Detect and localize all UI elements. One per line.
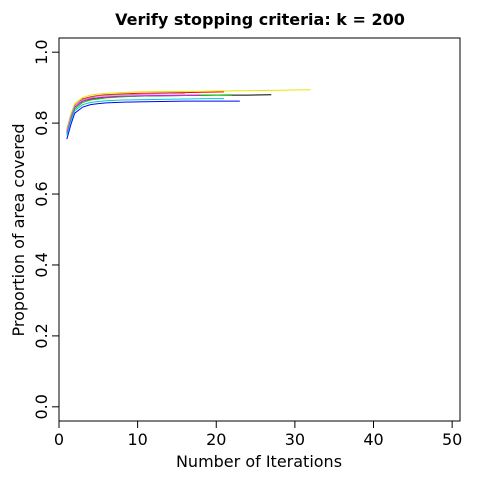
- series-group: [66, 89, 311, 140]
- series-line-6: [66, 94, 201, 133]
- plot-frame: [58, 37, 461, 422]
- x-tick-label: 0: [54, 430, 64, 449]
- series-line-7: [66, 89, 311, 129]
- series-line-4: [66, 100, 240, 140]
- x-tick-label: 10: [127, 430, 147, 449]
- y-tick-label: 1.0: [32, 39, 51, 64]
- y-tick-label: 0.4: [32, 252, 51, 277]
- x-axis-label: Number of Iterations: [176, 452, 342, 471]
- y-axis: 0.0 0.2 0.4 0.6 0.8 1.0: [32, 39, 59, 420]
- y-tick-label: 0.2: [32, 323, 51, 348]
- y-axis-label: Proportion of area covered: [9, 123, 28, 336]
- x-axis: 0 10 20 30 40 50: [54, 421, 462, 449]
- y-tick-label: 0.6: [32, 181, 51, 206]
- series-line-3: [66, 94, 232, 134]
- y-tick-label: 0.0: [32, 394, 51, 419]
- x-tick-label: 40: [363, 430, 383, 449]
- chart-title: Verify stopping criteria: k = 200: [115, 10, 405, 29]
- x-tick-label: 30: [285, 430, 305, 449]
- x-tick-label: 50: [442, 430, 462, 449]
- x-tick-label: 20: [206, 430, 226, 449]
- series-line-5: [66, 98, 225, 136]
- y-tick-label: 0.8: [32, 110, 51, 135]
- series-line-8: [66, 93, 185, 131]
- series-line-1: [66, 94, 272, 134]
